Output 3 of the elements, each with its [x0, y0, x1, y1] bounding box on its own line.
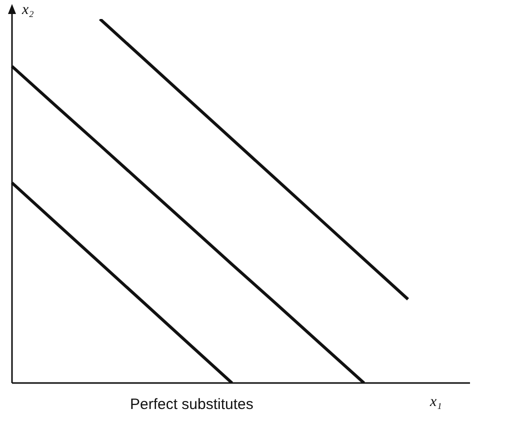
y-axis-title: x₂ — [22, 2, 34, 19]
text: Perfect substitutes — [130, 396, 254, 413]
x-axis-title: x₁ — [430, 394, 442, 411]
